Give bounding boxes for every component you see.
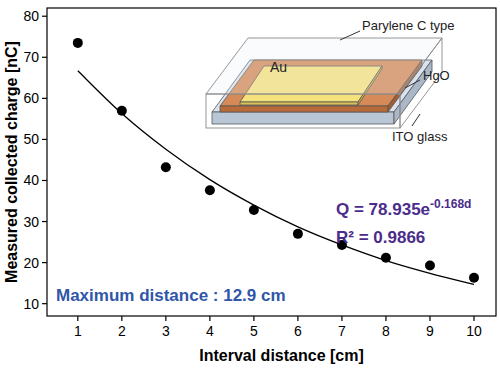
x-tick — [77, 316, 78, 321]
ito-glass-front — [212, 112, 394, 124]
x-tick — [209, 316, 210, 321]
y-tick — [42, 303, 47, 304]
x-tick-label: 5 — [250, 323, 258, 339]
y-tick-label: 50 — [23, 131, 39, 147]
inset-label: Parylene C type — [362, 18, 455, 33]
inset-label: ITO glass — [392, 129, 448, 144]
data-point — [161, 162, 171, 172]
x-tick-label: 2 — [118, 323, 126, 339]
y-tick-label: 70 — [23, 49, 39, 65]
y-axis-label: Measured collected charge [nC] — [3, 41, 20, 283]
inset-label: Au — [270, 59, 287, 75]
equation: Q = 78.935e-0.168d — [336, 197, 471, 219]
r-squared: R² = 0.9866 — [336, 228, 425, 247]
x-tick — [297, 316, 298, 321]
y-tick-label: 80 — [23, 8, 39, 24]
data-point — [293, 229, 303, 239]
data-point — [73, 38, 83, 48]
marks — [73, 38, 479, 284]
leader-line — [340, 31, 360, 40]
equation-base: Q = 78.935e — [336, 200, 430, 219]
y-tick — [42, 98, 47, 99]
x-tick-label: 4 — [206, 323, 214, 339]
data-point — [469, 273, 479, 283]
y-tick-label: 10 — [23, 296, 39, 312]
equation-exponent: -0.168d — [430, 197, 471, 211]
leader-line — [412, 114, 420, 126]
y-tick-label: 60 — [23, 90, 39, 106]
y-tick — [42, 180, 47, 181]
x-tick — [121, 316, 122, 321]
fit-line — [78, 71, 474, 285]
x-tick — [385, 316, 386, 321]
au-electrode-front — [240, 102, 358, 105]
x-tick-label: 7 — [338, 323, 346, 339]
x-tick — [341, 316, 342, 321]
y-tick — [42, 16, 47, 17]
y-tick — [42, 57, 47, 58]
leader-line — [405, 80, 420, 88]
parylene-front — [206, 94, 400, 128]
x-tick — [429, 316, 430, 321]
x-tick-label: 10 — [466, 323, 482, 339]
parylene-side — [400, 38, 442, 128]
x-tick — [473, 316, 474, 321]
y-tick — [42, 262, 47, 263]
x-tick-label: 9 — [426, 323, 434, 339]
x-tick — [165, 316, 166, 321]
x-tick-label: 8 — [382, 323, 390, 339]
y-tick — [42, 139, 47, 140]
annotation: Maximum distance : 12.9 cm — [56, 286, 286, 305]
x-tick-label: 1 — [74, 323, 82, 339]
data-point — [425, 260, 435, 270]
chart: 10 20 30 40 50 60 70 80 1 2 3 4 5 6 7 8 9 10 Interval dist… — [0, 0, 500, 373]
y-tick-label: 40 — [23, 172, 39, 188]
y-tick — [42, 221, 47, 222]
y-tick-label: 20 — [23, 255, 39, 271]
parylene-cover — [206, 38, 442, 128]
x-tick-label: 3 — [162, 323, 170, 339]
hgo-layer-front — [220, 106, 388, 112]
data-point — [205, 185, 215, 195]
inset-label: HgO — [423, 68, 450, 83]
inset-diagram: Parylene C type Au HgO ITO glass — [206, 18, 455, 144]
x-tick — [253, 316, 254, 321]
plot-frame — [47, 8, 496, 316]
x-tick-label: 6 — [294, 323, 302, 339]
y-tick-label: 30 — [23, 214, 39, 230]
x-axis-label: Interval distance [cm] — [199, 347, 364, 364]
